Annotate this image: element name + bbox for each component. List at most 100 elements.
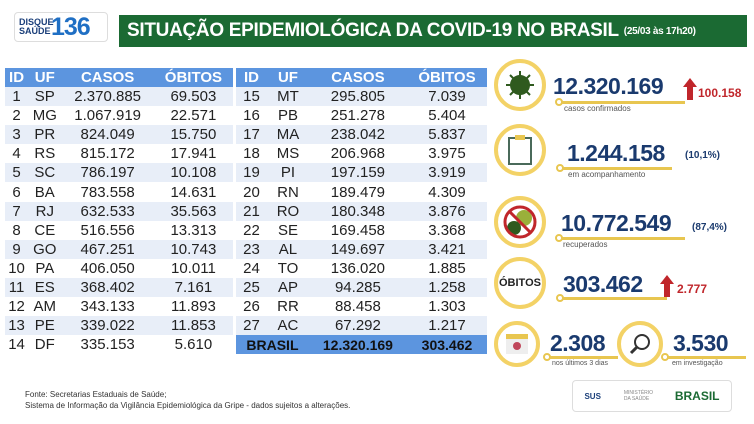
- monitoring-value: 1.244.158: [567, 140, 665, 166]
- table-row: 24 TO 136.020 1.885: [236, 259, 487, 278]
- table-cell: 238.042: [308, 125, 407, 145]
- investigation-circle: [617, 321, 663, 367]
- table-cell: 2.370.885: [61, 87, 154, 107]
- table-cell: 406.050: [80, 259, 135, 277]
- table-cell: 197.159: [308, 163, 407, 183]
- table-cell: 2: [12, 107, 21, 125]
- disque-saude-logo: DISQUE SAÚDE 136: [14, 12, 108, 42]
- recovered-circle: [494, 196, 546, 248]
- table-row: 20 RN 189.479 4.309: [236, 182, 487, 201]
- table-cell: 136.020: [330, 259, 386, 277]
- table-cell: 1.885: [428, 259, 466, 277]
- table-cell: 5.837: [406, 125, 487, 145]
- table-cell: 3.975: [428, 145, 466, 163]
- table-row: 5 SC 786.197 10.108: [5, 163, 233, 183]
- source-line-1: Fonte: Secretarias Estaduais de Saúde;: [25, 390, 167, 399]
- table-cell: AL: [267, 239, 309, 259]
- table-cell: 94.285: [308, 277, 407, 298]
- table-cell: PB: [277, 107, 298, 125]
- table-cell: 11.853: [153, 316, 233, 336]
- table-cell: RR: [277, 298, 299, 316]
- table-cell: 69.503: [153, 87, 233, 107]
- arrow-up-icon: [660, 275, 674, 297]
- table-cell: RN: [277, 183, 299, 201]
- table-cell: 4.309: [428, 183, 466, 201]
- column-header: ÓBITOS: [153, 68, 233, 87]
- table-row: 16 PB 251.278 5.404: [236, 106, 487, 125]
- table-cell: MT: [267, 87, 309, 107]
- table-cell: 3.368: [428, 221, 466, 239]
- table-cell: 17: [236, 125, 268, 145]
- table-cell: 15.750: [153, 125, 233, 145]
- table-cell: MS: [276, 145, 300, 163]
- table-row: 25 AP 94.285 1.258: [236, 277, 487, 298]
- table-row: 2 MG 1.067.919 22.571: [5, 106, 233, 125]
- table-cell: 516.556: [80, 221, 135, 239]
- recovered-pct: (87,4%): [692, 222, 728, 233]
- table-cell: MG: [32, 107, 57, 125]
- column-header: CASOS: [61, 68, 154, 87]
- table-row: 1 SP 2.370.885 69.503: [5, 87, 233, 107]
- table-row: 9 GO 467.251 10.743: [5, 239, 233, 259]
- confirmed-circle: [494, 59, 546, 111]
- table-cell: 10.108: [153, 163, 233, 183]
- table-cell: 1.258: [406, 277, 487, 298]
- table-cell: 22.571: [170, 107, 217, 125]
- table-cell: CE: [34, 221, 56, 239]
- table-cell: 3: [5, 125, 29, 145]
- total-obitos: 303.462: [406, 335, 487, 355]
- table-cell: 13.313: [170, 221, 217, 239]
- table-row: 13 PE 339.022 11.853: [5, 316, 233, 336]
- table-cell: 7.039: [406, 87, 487, 107]
- table-cell: 206.968: [330, 145, 386, 163]
- table-cell: TO: [277, 259, 299, 277]
- table-cell: 5.404: [428, 107, 466, 125]
- total-label: BRASIL: [236, 335, 309, 355]
- table-cell: 24: [243, 259, 260, 277]
- table-cell: 632.533: [61, 201, 154, 221]
- table-cell: 180.348: [308, 201, 407, 221]
- table-row: 27 AC 67.292 1.217: [236, 316, 487, 336]
- table-cell: 1.217: [406, 316, 487, 336]
- table-cell: 368.402: [61, 277, 154, 298]
- recovered-label: recuperados: [563, 240, 608, 249]
- monitoring-pct: (10,1%): [685, 150, 721, 161]
- table-cell: 11.893: [171, 298, 216, 316]
- magnifier-icon: [629, 334, 650, 355]
- table-cell: AM: [33, 298, 57, 316]
- table-cell: 786.197: [61, 163, 154, 183]
- table-cell: SE: [277, 221, 298, 239]
- table-row: 4 RS 815.172 17.941: [5, 144, 233, 163]
- government-logos: SUS MINISTÉRIO DA SAÚDE BRASIL: [572, 380, 732, 412]
- table-cell: ES: [28, 277, 62, 298]
- table-row: 19 PI 197.159 3.919: [236, 163, 487, 183]
- table-row: 11 ES 368.402 7.161: [5, 277, 233, 298]
- table-cell: 20: [243, 183, 260, 201]
- table-row: 26 RR 88.458 1.303: [236, 297, 487, 316]
- states-table-left: ID UF CASOS ÓBITOS 1 SP 2.370.885 69.503 2 MG 1.06…: [5, 68, 233, 354]
- table-row: 3 PR 824.049 15.750: [5, 125, 233, 145]
- column-header: ÓBITOS: [406, 68, 487, 87]
- sus-logo: SUS: [584, 391, 601, 401]
- table-cell: SC: [28, 163, 62, 183]
- table-cell: 3.919: [406, 163, 487, 183]
- table-cell: 18: [243, 145, 260, 163]
- investigation-label: em investigação: [672, 360, 723, 367]
- logo-bottom: SAÚDE: [19, 26, 51, 36]
- table-cell: 467.251: [61, 239, 154, 259]
- monitoring-label: em acompanhamento: [568, 170, 646, 179]
- table-row: 15 MT 295.805 7.039: [236, 87, 487, 107]
- page-title: SITUAÇÃO EPIDEMIOLÓGICA DA COVID-19 NO B…: [119, 15, 747, 47]
- table-cell: PE: [28, 316, 62, 336]
- table-cell: 19: [236, 163, 268, 183]
- table-cell: 7: [5, 201, 29, 221]
- total-row: BRASIL 12.320.169 303.462: [236, 335, 487, 355]
- table-cell: 10: [8, 259, 25, 277]
- table-cell: SP: [28, 87, 62, 107]
- table-cell: RJ: [28, 201, 62, 221]
- table-cell: 815.172: [80, 145, 135, 163]
- confirmed-label: casos confirmados: [564, 104, 631, 113]
- table-cell: 9: [5, 239, 29, 259]
- table-cell: 8: [12, 221, 21, 239]
- table-cell: GO: [28, 239, 62, 259]
